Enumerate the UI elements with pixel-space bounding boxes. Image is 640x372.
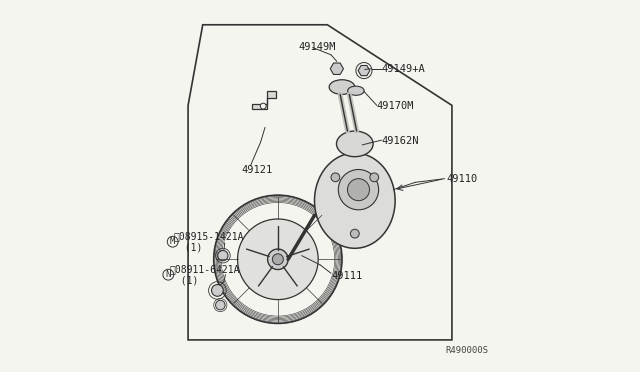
Ellipse shape xyxy=(314,153,395,248)
Text: 49110: 49110 xyxy=(447,174,477,184)
Circle shape xyxy=(370,173,379,182)
Text: 49121: 49121 xyxy=(241,164,273,174)
Text: 49162N: 49162N xyxy=(381,136,419,146)
Circle shape xyxy=(260,103,266,109)
Circle shape xyxy=(339,170,379,210)
Text: 49149M: 49149M xyxy=(298,42,335,52)
Circle shape xyxy=(216,300,225,310)
Ellipse shape xyxy=(337,131,373,157)
Text: R490000S: R490000S xyxy=(445,346,488,355)
Circle shape xyxy=(273,254,284,265)
Circle shape xyxy=(212,285,223,296)
Text: M: M xyxy=(170,237,175,246)
Ellipse shape xyxy=(348,86,364,95)
Circle shape xyxy=(237,219,318,299)
Polygon shape xyxy=(252,91,276,109)
Text: ​08911-6421A
  (1): ​08911-6421A (1) xyxy=(169,264,239,285)
Circle shape xyxy=(351,229,359,238)
Text: ​08915-1421A
  (1): ​08915-1421A (1) xyxy=(173,231,244,253)
Text: 49149+A: 49149+A xyxy=(381,64,426,74)
Circle shape xyxy=(268,249,288,270)
Circle shape xyxy=(218,250,228,261)
Circle shape xyxy=(331,173,340,182)
Circle shape xyxy=(348,179,369,201)
Text: N: N xyxy=(166,270,171,279)
Ellipse shape xyxy=(329,80,355,94)
Text: 49111: 49111 xyxy=(331,271,362,281)
Text: 49170M: 49170M xyxy=(377,101,414,111)
